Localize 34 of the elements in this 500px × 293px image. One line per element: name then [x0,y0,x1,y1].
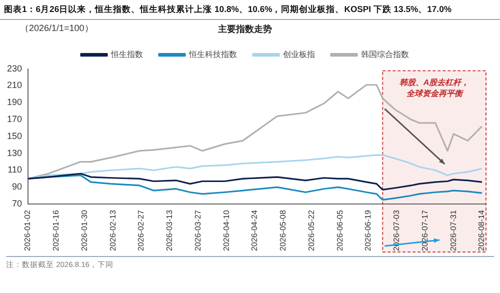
x-tick-label: 2026-04-24 [250,210,260,251]
y-tick-label: 190 [6,97,22,108]
x-tick-label: 2026-04-10 [222,210,231,251]
y-axis-title: （2026/1/1=100） [20,22,94,35]
x-tick-label: 2026-05-08 [278,210,288,251]
y-tick-label: 110 [8,164,22,175]
legend-label: 韩国综合指数 [361,50,409,60]
x-tick-label: 2026-02-13 [108,210,118,251]
x-tick-label: 2026-06-19 [364,210,373,251]
chart-title: 主要指数走势 [217,24,272,34]
legend-label: 恒生指数 [110,50,143,60]
x-tick-label: 2026-01-02 [23,210,32,251]
y-tick-label: 90 [12,182,22,192]
legend-label: 创业板指 [283,50,315,60]
y-tick-label: 70 [12,198,22,209]
y-tick-label: 170 [6,114,22,124]
y-tick-label: 230 [6,63,22,74]
x-tick-label: 2026-01-16 [52,210,61,251]
band-label: 韩股、A股去杠杆，全球资金再平衡 [399,78,470,98]
legend-label: 恒生科技指数 [188,50,237,60]
x-tick-label: 2026-07-31 [448,210,458,251]
x-tick-label: 2026-05-22 [306,210,316,251]
x-tick-label: 2026-07-17 [420,210,430,251]
chart-subtitle: 图表1：6月26日以来，恒生指数、恒生科技累计上涨 10.8%、10.6%，同期创业板指、KOSPI 下跌 13.5%、17.0% [0,0,500,20]
x-tick-label: 2026-03-13 [165,210,174,251]
y-tick-label: 150 [6,130,22,141]
x-tick-label: 2026-08-14 [477,210,486,251]
x-tick-label: 2026-06-05 [335,210,344,251]
x-tick-label: 2026-01-30 [80,210,89,251]
x-tick-label: 2026-02-27 [136,210,146,251]
y-tick-label: 210 [6,80,22,90]
x-tick-label: 2026-03-27 [193,210,202,251]
y-tick-label: 130 [6,148,22,158]
x-tick-label: 2026-07-03 [392,210,402,251]
